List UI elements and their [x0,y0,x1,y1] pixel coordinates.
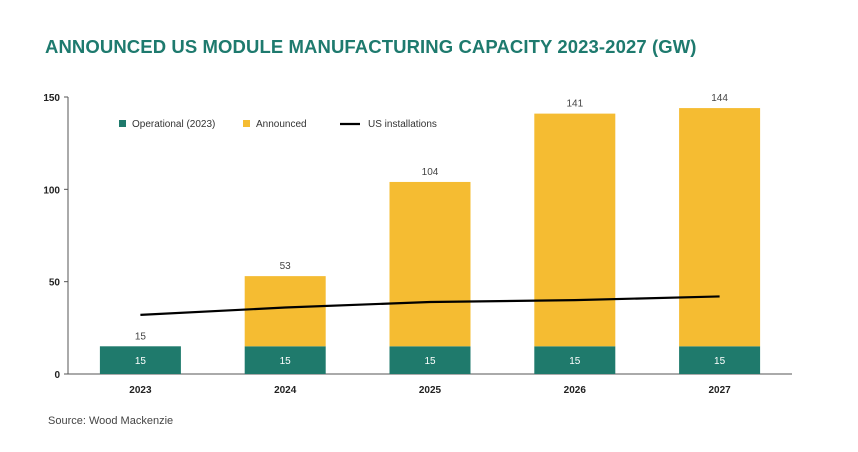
x-axis: 2023 2024 2025 2026 2027 [68,373,792,396]
bar-operational-label: 15 [135,356,147,367]
x-tick-label: 2024 [274,385,297,396]
y-tick-label: 150 [43,93,60,104]
bar-operational-label: 15 [280,356,292,367]
y-tick-label: 50 [49,278,61,289]
source-note: Source: Wood Mackenzie [48,415,174,427]
bar-announced [244,276,326,347]
x-tick-label: 2023 [129,385,152,396]
bar-operational-label: 15 [424,356,436,367]
bar-operational [389,346,471,374]
bar-total-label: 144 [711,93,728,104]
installations-line-group [140,295,720,317]
bar-total-label: 15 [135,331,147,342]
x-tick-label: 2025 [419,385,442,396]
legend-label-installations: US installations [368,119,437,130]
chart-title: ANNOUNCED US MODULE MANUFACTURING CAPACI… [45,36,697,57]
x-tick-label: 2027 [708,385,731,396]
installations-line [140,295,720,317]
bar-total-label: 53 [280,261,292,272]
bar-operational [679,346,761,374]
y-tick-label: 100 [43,185,60,196]
bar-announced [389,181,471,347]
bar-total-label: 104 [422,167,439,178]
legend-label-announced: Announced [256,119,307,130]
bar-announced [679,108,761,347]
y-tick-label: 0 [54,370,60,381]
bar-operational [244,346,326,374]
bar-operational-label: 15 [569,356,581,367]
legend-label-operational: Operational (2023) [132,119,215,130]
bar-announced [534,113,616,347]
bar-total-label: 141 [566,99,583,110]
bar-operational-label: 15 [714,356,726,367]
y-axis: 0 50 100 150 [43,93,69,381]
legend-swatch-operational [119,120,126,127]
legend: Operational (2023) Announced US installati… [119,119,437,130]
bar-operational [99,346,181,374]
bar-operational [534,346,616,374]
bars-group: 15 15 15 53 15 104 15 141 15 144 [99,93,761,374]
legend-swatch-announced [243,120,250,127]
x-tick-label: 2026 [564,385,587,396]
